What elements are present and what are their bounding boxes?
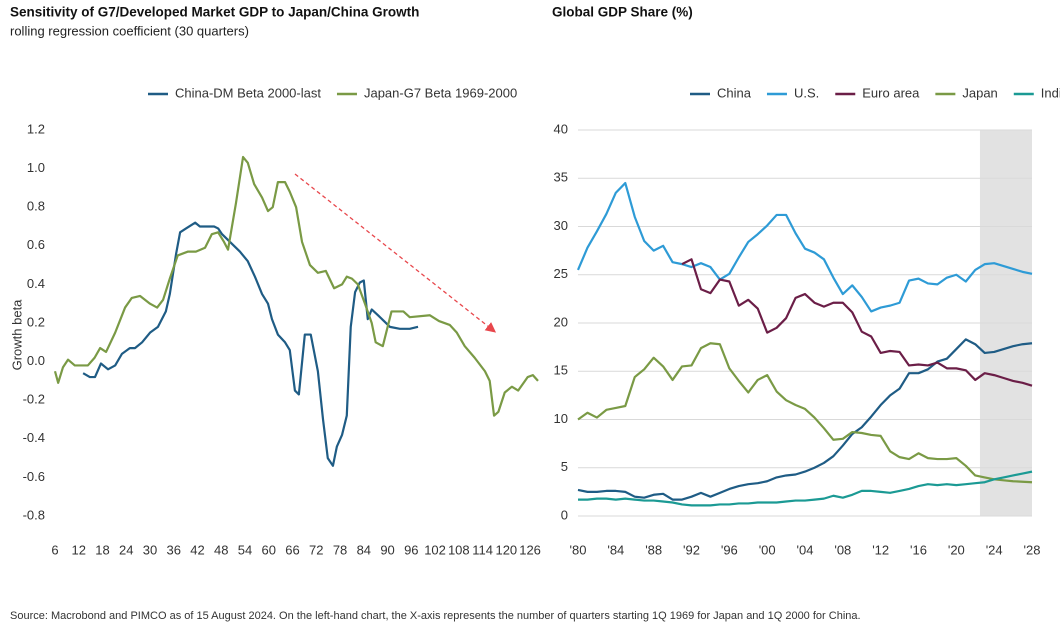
x-tick-label: 78 (333, 542, 347, 557)
x-tick-label: '88 (645, 542, 662, 557)
x-tick-label: 30 (143, 542, 157, 557)
left-title: Sensitivity of G7/Developed Market GDP t… (10, 5, 419, 20)
x-tick-label: '84 (607, 542, 624, 557)
trend-arrow (294, 173, 497, 333)
x-tick-label: 126 (519, 542, 541, 557)
series-line (681, 258, 1033, 387)
legend-label: China (717, 85, 752, 100)
x-tick-label: 66 (285, 542, 299, 557)
x-tick-label: 42 (190, 542, 204, 557)
y-tick-label: 1.2 (27, 121, 45, 136)
y-tick-label: -0.6 (23, 469, 45, 484)
x-tick-label: '00 (759, 542, 776, 557)
x-tick-label: 102 (424, 542, 446, 557)
x-tick-label: 120 (495, 542, 517, 557)
x-tick-label: 108 (448, 542, 470, 557)
left-subtitle: rolling regression coefficient (30 quart… (10, 23, 249, 38)
x-tick-label: 24 (119, 542, 133, 557)
y-tick-label: -0.8 (23, 507, 45, 522)
y-tick-label: 10 (554, 411, 568, 426)
x-tick-label: 114 (472, 542, 493, 557)
x-tick-label: '04 (797, 542, 814, 557)
x-tick-label: 60 (262, 542, 276, 557)
x-tick-label: 18 (95, 542, 109, 557)
y-tick-label: 15 (554, 363, 568, 378)
right-title: Global GDP Share (%) (552, 5, 693, 20)
y-tick-label: 0.0 (27, 353, 45, 368)
series-line (53, 155, 539, 417)
y-tick-label: 0.6 (27, 237, 45, 252)
x-tick-label: '92 (683, 542, 700, 557)
y-tick-label: 35 (554, 170, 568, 185)
x-tick-label: 96 (404, 542, 418, 557)
x-tick-label: 84 (357, 542, 371, 557)
legend-label: Japan-G7 Beta 1969-2000 (364, 85, 517, 100)
series-line (576, 181, 1033, 313)
x-tick-label: '80 (570, 542, 587, 557)
y-axis-label: Growth beta (9, 299, 24, 371)
y-tick-label: 0.2 (27, 314, 45, 329)
series-line (577, 342, 1033, 484)
y-tick-label: -0.2 (23, 392, 45, 407)
y-tick-label: 1.0 (27, 160, 45, 175)
y-tick-label: 0 (561, 507, 568, 522)
x-tick-label: 12 (72, 542, 86, 557)
series-line (82, 221, 419, 467)
x-tick-label: '20 (948, 542, 965, 557)
x-tick-label: 48 (214, 542, 228, 557)
x-tick-label: 36 (167, 542, 181, 557)
x-tick-label: 72 (309, 542, 323, 557)
x-tick-label: 54 (238, 542, 252, 557)
legend-label: Euro area (862, 85, 920, 100)
y-tick-label: 0.8 (27, 199, 45, 214)
x-tick-label: '16 (910, 542, 927, 557)
x-tick-label: '28 (1024, 542, 1041, 557)
x-tick-label: 6 (51, 542, 58, 557)
y-tick-label: 30 (554, 218, 568, 233)
x-tick-label: '24 (986, 542, 1003, 557)
y-tick-label: 0.4 (27, 276, 45, 291)
legend-label: Japan (962, 85, 997, 100)
x-tick-label: 90 (380, 542, 394, 557)
x-tick-label: '12 (872, 542, 889, 557)
x-tick-label: '96 (721, 542, 738, 557)
series-line (578, 470, 1033, 507)
y-tick-label: 20 (554, 314, 568, 329)
legend-label: India (1041, 85, 1060, 100)
y-tick-label: -0.4 (23, 430, 45, 445)
legend-label: U.S. (794, 85, 819, 100)
y-tick-label: 25 (554, 266, 568, 281)
series-line (577, 338, 1033, 501)
x-tick-label: '08 (834, 542, 851, 557)
legend-label: China-DM Beta 2000-last (175, 85, 321, 100)
y-tick-label: 5 (561, 459, 568, 474)
footnote: Source: Macrobond and PIMCO as of 15 Aug… (10, 610, 861, 622)
y-tick-label: 40 (554, 121, 568, 136)
